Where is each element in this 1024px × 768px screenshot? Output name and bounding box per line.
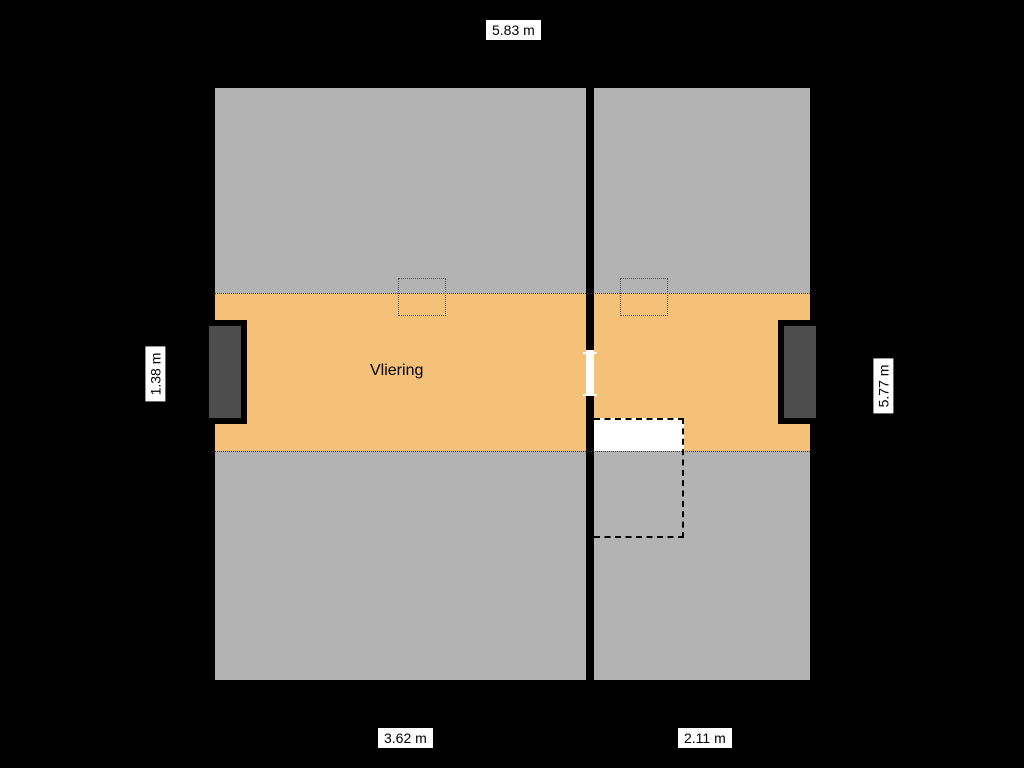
dotted-line-top	[215, 293, 810, 294]
partition-door-gap	[586, 350, 594, 396]
height-label-lower: <1.50m	[816, 450, 860, 465]
height-label-upper: <1.50m	[816, 280, 860, 295]
right-window-glass	[784, 326, 816, 418]
dim-bottom-left: 3.62 m	[378, 728, 433, 748]
skylight-right	[620, 278, 668, 316]
skylight-left	[398, 278, 446, 316]
left-window-glass	[209, 326, 241, 418]
floorplan-stage: Vliering <1.50m <1.50m 5.83 m 3.62 m 2.1…	[0, 0, 1024, 768]
dim-bottom-right: 2.11 m	[678, 728, 732, 748]
dotted-line-bottom	[215, 451, 810, 452]
door-dash-2	[583, 394, 597, 396]
room-label: Vliering	[370, 362, 423, 380]
dim-left-window-height: 1.38 m	[145, 347, 165, 402]
dim-right-height: 5.77 m	[873, 359, 893, 414]
dim-top-total: 5.83 m	[486, 20, 541, 40]
stair-outline	[594, 418, 684, 538]
door-dash-1	[583, 352, 597, 354]
